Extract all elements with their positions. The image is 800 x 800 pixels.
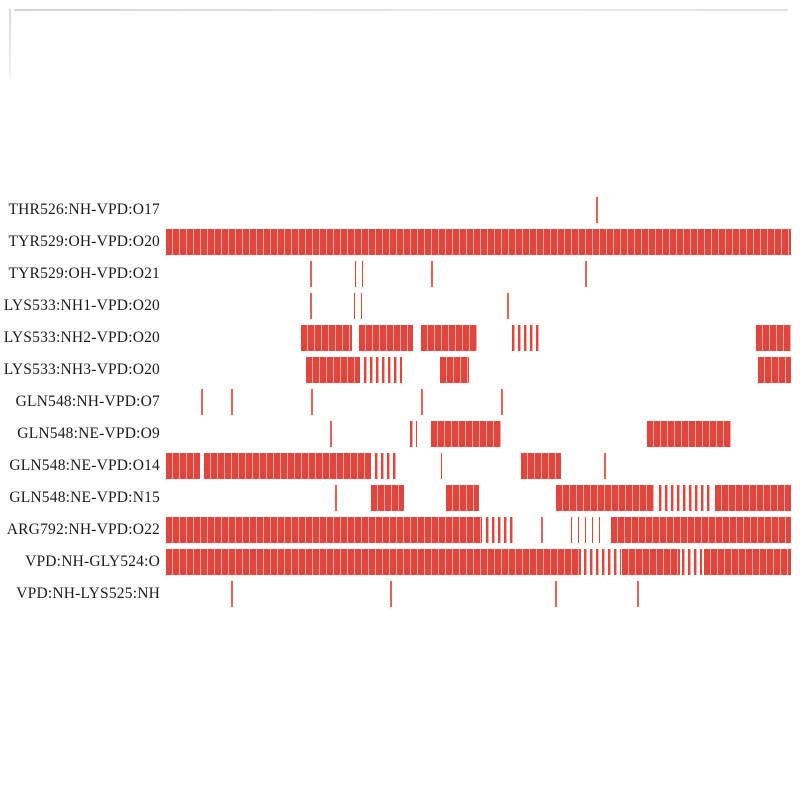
bond-segment: [583, 549, 621, 575]
bond-segment: [329, 421, 332, 447]
bond-segment: [311, 389, 313, 415]
bond-segment: [439, 357, 469, 383]
occupancy-track: [166, 546, 791, 578]
occupancy-track: [166, 354, 791, 386]
plot-row: GLN548:NE-VPD:O9: [0, 418, 792, 450]
bond-segment: [571, 517, 604, 543]
bond-segment: [310, 293, 313, 319]
bond-segment: [757, 357, 791, 383]
bond-segment: [374, 453, 396, 479]
bond-segment: [166, 229, 791, 255]
bond-segment: [231, 581, 233, 607]
bond-segment: [166, 517, 482, 543]
bond-segment: [646, 421, 731, 447]
bond-segment: [166, 453, 200, 479]
bond-segment: [556, 485, 654, 511]
plot-row: LYS533:NH3-VPD:O20: [0, 354, 792, 386]
bond-segment: [201, 389, 203, 415]
bond-segment: [389, 581, 392, 607]
plot-row: LYS533:NH2-VPD:O20: [0, 322, 792, 354]
occupancy-track: [166, 418, 791, 450]
plot-row: THR526:NH-VPD:O17: [0, 194, 792, 226]
bond-segment: [611, 517, 791, 543]
bond-segment: [703, 549, 791, 575]
bond-segment: [521, 453, 561, 479]
bond-segment: [714, 485, 791, 511]
bond-segment: [596, 197, 598, 223]
bond-segment: [363, 357, 403, 383]
bond-segment: [554, 581, 557, 607]
plot-row: ARG792:NH-VPD:O22: [0, 514, 792, 546]
row-label: LYS533:NH3-VPD:O20: [3, 361, 160, 378]
row-label: GLN548:NE-VPD:N15: [9, 489, 160, 506]
bond-segment: [421, 325, 478, 351]
photo-edge-top-artifact: [14, 9, 788, 11]
row-label: VPD:NH-LYS525:NH: [16, 585, 160, 602]
plot-row: LYS533:NH1-VPD:O20: [0, 290, 792, 322]
bond-segment: [371, 485, 404, 511]
bond-segment: [310, 261, 313, 287]
row-label: GLN548:NE-VPD:O14: [9, 457, 160, 474]
bond-segment: [431, 421, 501, 447]
bond-segment: [658, 485, 711, 511]
hbond-plot: THR526:NH-VPD:O17 TYR529:OH-VPD:O20 TYR529…: [0, 194, 792, 610]
bond-segment: [301, 325, 353, 351]
occupancy-track: [166, 226, 791, 258]
plot-row: GLN548:NE-VPD:N15: [0, 482, 792, 514]
bond-segment: [446, 485, 479, 511]
plot-row: TYR529:OH-VPD:O21: [0, 258, 792, 290]
bond-segment: [501, 389, 503, 415]
bond-segment: [409, 421, 418, 447]
occupancy-track: [166, 322, 791, 354]
occupancy-track: [166, 258, 791, 290]
occupancy-track: [166, 386, 791, 418]
row-label: GLN548:NH-VPD:O7: [15, 393, 160, 410]
bond-segment: [756, 325, 791, 351]
bond-segment: [622, 549, 680, 575]
plot-row: VPD:NH-GLY524:O: [0, 546, 792, 578]
bond-segment: [334, 485, 337, 511]
row-label: THR526:NH-VPD:O17: [8, 201, 160, 218]
bond-segment: [355, 261, 365, 287]
occupancy-track: [166, 194, 791, 226]
row-label: VPD:NH-GLY524:O: [25, 553, 160, 570]
photo-edge-left-artifact: [9, 9, 11, 79]
bond-segment: [603, 453, 606, 479]
row-label: LYS533:NH2-VPD:O20: [3, 329, 160, 346]
occupancy-track: [166, 514, 791, 546]
bond-segment: [441, 453, 448, 479]
bond-segment: [585, 261, 588, 287]
row-label: TYR529:OH-VPD:O21: [8, 265, 160, 282]
occupancy-track: [166, 450, 791, 482]
bond-segment: [354, 293, 363, 319]
occupancy-track: [166, 482, 791, 514]
row-label: ARG792:NH-VPD:O22: [6, 521, 160, 538]
bond-segment: [486, 517, 515, 543]
bond-segment: [421, 389, 423, 415]
occupancy-track: [166, 290, 791, 322]
plot-row: VPD:NH-LYS525:NH: [0, 578, 792, 610]
bond-segment: [511, 325, 541, 351]
bond-segment: [682, 549, 703, 575]
row-label: LYS533:NH1-VPD:O20: [3, 297, 160, 314]
bond-segment: [203, 453, 371, 479]
bond-segment: [541, 517, 543, 543]
plot-row: GLN548:NH-VPD:O7: [0, 386, 792, 418]
bond-segment: [431, 261, 433, 287]
bond-segment: [358, 325, 413, 351]
plot-row: GLN548:NE-VPD:O14: [0, 450, 792, 482]
bond-segment: [231, 389, 233, 415]
bond-segment: [506, 293, 509, 319]
row-label: TYR529:OH-VPD:O20: [8, 233, 160, 250]
plot-row: TYR529:OH-VPD:O20: [0, 226, 792, 258]
bond-segment: [306, 357, 360, 383]
occupancy-track: [166, 578, 791, 610]
bond-segment: [166, 549, 581, 575]
bond-segment: [637, 581, 640, 607]
row-label: GLN548:NE-VPD:O9: [17, 425, 160, 442]
